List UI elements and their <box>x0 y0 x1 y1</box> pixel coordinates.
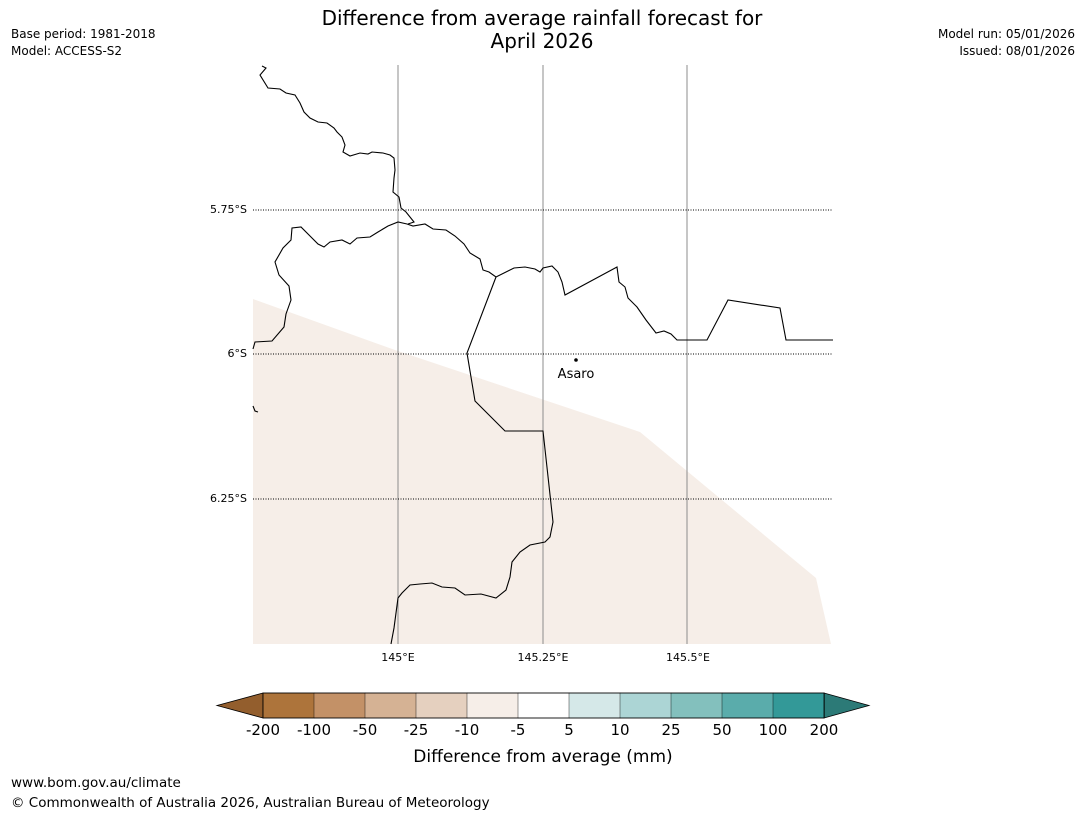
title-line-1: Difference from average rainfall forecas… <box>321 6 763 30</box>
footer-url: www.bom.gov.au/climate <box>11 775 181 791</box>
colorbar-bin-7 <box>619 692 672 719</box>
colorbar-bin-4 <box>466 692 519 719</box>
colorbar-tick-label: -100 <box>297 721 331 739</box>
colorbar-tick-label: -10 <box>455 721 480 739</box>
lon-label-145-5: 145.5°E <box>666 651 710 664</box>
issued-date: Issued: 08/01/2026 <box>959 44 1075 58</box>
lat-label-6: 6°S <box>228 347 247 360</box>
colorbar-bin-9 <box>721 692 774 719</box>
boundary-central <box>252 221 833 350</box>
lat-label-5-75: 5.75°S <box>210 203 247 216</box>
colorbar: -200 -100 -50 -25 -10 -5 5 10 25 50 100 200 <box>215 692 871 739</box>
colorbar-low-extend <box>215 692 264 719</box>
colorbar-tick-label: 100 <box>759 721 788 739</box>
colorbar-tick-label: -200 <box>246 721 280 739</box>
model-run: Model run: 05/01/2026 <box>937 27 1075 41</box>
coast-fragment <box>252 405 259 413</box>
colorbar-tick-label: -25 <box>404 721 429 739</box>
asaro-label: Asaro <box>558 367 595 382</box>
colorbar-outline <box>262 692 825 719</box>
colorbar-tick-label: 5 <box>564 721 574 739</box>
meta-left: Base period: 1981-2018 Model: ACCESS-S2 <box>11 26 156 60</box>
map-title: Difference from average rainfall forecas… <box>242 7 842 53</box>
colorbar-tick-label: 25 <box>661 721 680 739</box>
base-period: Base period: 1981-2018 <box>11 27 156 41</box>
lon-label-145-25: 145.25°E <box>518 651 569 664</box>
colorbar-tick-label: 10 <box>610 721 629 739</box>
asaro-marker <box>574 358 578 362</box>
title-line-2: April 2026 <box>490 29 594 53</box>
colorbar-high-extend <box>823 692 871 719</box>
boundary-southern <box>390 276 554 645</box>
colorbar-tick-label: -5 <box>511 721 526 739</box>
model-name: Model: ACCESS-S2 <box>11 44 123 58</box>
lon-label-145: 145°E <box>381 651 414 664</box>
colorbar-bin-2 <box>364 692 417 719</box>
colorbar-bin-0 <box>262 692 315 719</box>
boundary-northern <box>259 65 415 225</box>
colorbar-bin-8 <box>670 692 723 719</box>
colorbar-bin-6 <box>568 692 621 719</box>
colorbar-bin-5 <box>517 692 570 719</box>
colorbar-label: Difference from average (mm) <box>413 747 672 767</box>
colorbar-tick-label: 50 <box>712 721 731 739</box>
colorbar-bin-10 <box>772 692 825 719</box>
meta-right: Model run: 05/01/2026 Issued: 08/01/2026 <box>938 26 1075 60</box>
colorbar-tick-label: -50 <box>353 721 378 739</box>
colorbar-tick-label: 200 <box>810 721 839 739</box>
colorbar-bin-1 <box>313 692 366 719</box>
colorbar-bin-3 <box>415 692 468 719</box>
footer-copyright: © Commonwealth of Australia 2026, Austra… <box>11 795 490 811</box>
lat-label-6-25: 6.25°S <box>210 492 247 505</box>
forecast-shading-region <box>253 299 831 644</box>
